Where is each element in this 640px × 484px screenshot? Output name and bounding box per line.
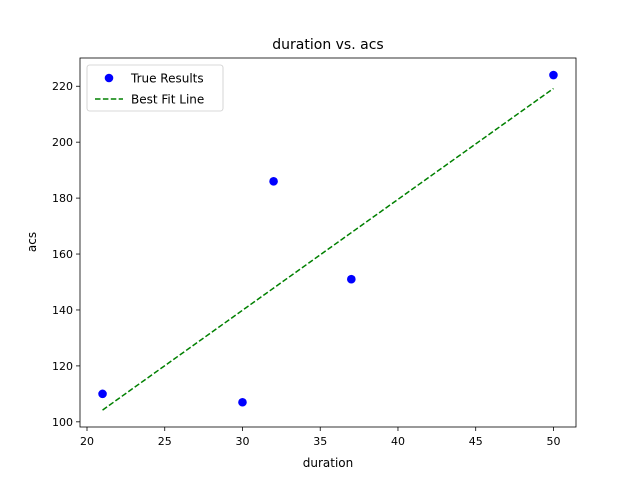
data-point [549,70,558,80]
y-tick-label: 160 [52,248,73,261]
data-point [347,274,356,284]
legend-label: True Results [130,72,204,86]
legend-label: Best Fit Line [131,93,204,107]
y-tick-label: 180 [52,192,73,205]
y-tick-label: 100 [52,416,73,429]
chart-title: duration vs. acs [272,37,383,53]
data-point [238,397,247,407]
x-tick-label: 50 [546,435,560,448]
best-fit-line [102,87,554,411]
y-axis-label: acs [25,232,39,252]
x-tick-label: 30 [235,435,249,448]
y-tick-label: 220 [52,80,73,93]
x-tick-label: 35 [313,435,327,448]
data-point [269,177,278,186]
x-tick-label: 40 [391,435,405,448]
legend: True Results Best Fit Line [86,64,224,112]
legend-point-marker [104,73,114,83]
x-tick-label: 20 [80,435,94,448]
y-tick-label: 140 [52,304,73,317]
y-tick-label: 120 [52,360,73,373]
x-axis-label: duration [303,456,354,470]
plot-area: 20 25 30 35 40 45 50 100 120 140 160 180 200 220 True … [52,57,577,448]
y-tick-label: 200 [52,136,73,149]
plot-frame [79,57,577,428]
x-tick-label: 25 [158,435,172,448]
data-point [98,389,107,399]
x-tick-label: 45 [469,435,483,448]
